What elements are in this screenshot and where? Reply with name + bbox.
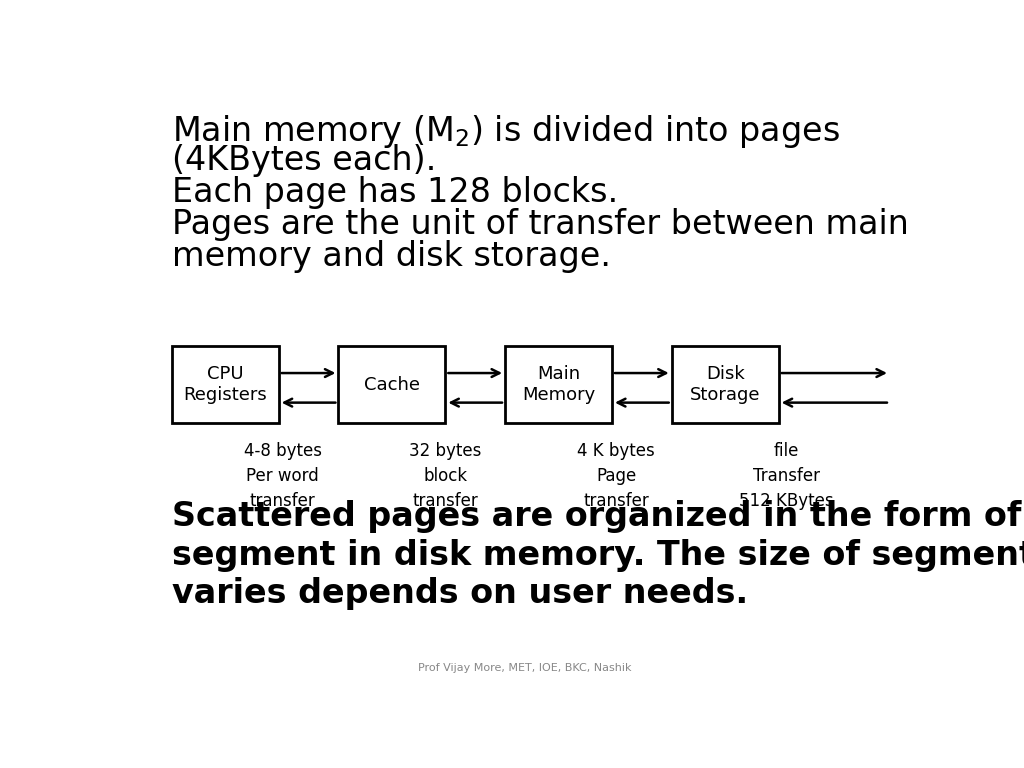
FancyBboxPatch shape bbox=[338, 346, 445, 423]
Text: Main
Memory: Main Memory bbox=[522, 366, 595, 404]
Text: segment in disk memory. The size of segment: segment in disk memory. The size of segm… bbox=[172, 538, 1024, 571]
Text: 32 bytes
block
transfer: 32 bytes block transfer bbox=[410, 442, 481, 510]
FancyBboxPatch shape bbox=[172, 346, 279, 423]
Text: Main memory (M$_2$) is divided into pages: Main memory (M$_2$) is divided into page… bbox=[172, 113, 840, 150]
Text: file
Transfer
512 KBytes: file Transfer 512 KBytes bbox=[739, 442, 834, 510]
Text: 4-8 bytes
Per word
transfer: 4-8 bytes Per word transfer bbox=[244, 442, 322, 510]
Text: Scattered pages are organized in the form of: Scattered pages are organized in the for… bbox=[172, 500, 1021, 533]
FancyBboxPatch shape bbox=[505, 346, 612, 423]
Text: Prof Vijay More, MET, IOE, BKC, Nashik: Prof Vijay More, MET, IOE, BKC, Nashik bbox=[418, 663, 632, 673]
Text: Disk
Storage: Disk Storage bbox=[690, 366, 761, 404]
Text: CPU
Registers: CPU Registers bbox=[183, 366, 267, 404]
Text: memory and disk storage.: memory and disk storage. bbox=[172, 240, 610, 273]
Text: Cache: Cache bbox=[364, 376, 420, 394]
FancyBboxPatch shape bbox=[672, 346, 779, 423]
Text: varies depends on user needs.: varies depends on user needs. bbox=[172, 577, 748, 610]
Text: Each page has 128 blocks.: Each page has 128 blocks. bbox=[172, 176, 617, 209]
Text: (4KBytes each).: (4KBytes each). bbox=[172, 144, 436, 177]
Text: Pages are the unit of transfer between main: Pages are the unit of transfer between m… bbox=[172, 208, 908, 241]
Text: 4 K bytes
Page
transfer: 4 K bytes Page transfer bbox=[578, 442, 655, 510]
